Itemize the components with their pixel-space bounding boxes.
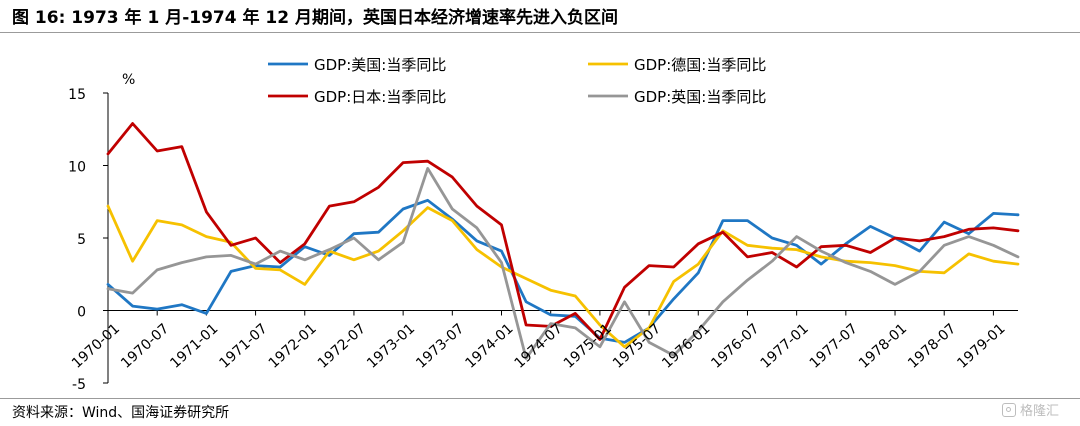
y-tick-labels: -5 0 5 10 15 [68, 87, 86, 393]
x-tick-label: 1970-07 [118, 321, 172, 372]
x-tick-label: 1976-01 [659, 321, 713, 372]
watermark-logo-icon [1002, 402, 1016, 417]
legend-label-2: GDP:日本:当季同比 [314, 88, 446, 106]
y-tick-label: 10 [68, 160, 86, 176]
chart-series [106, 122, 1020, 360]
footer-divider [0, 398, 1080, 399]
x-tick-label: 1972-01 [266, 321, 320, 372]
x-tick-label: 1973-01 [364, 321, 418, 372]
y-tick-label: 0 [77, 305, 86, 321]
watermark: 格隆汇 [1002, 400, 1059, 419]
y-axis-label: % [122, 72, 135, 88]
x-tick-label: 1972-07 [315, 321, 369, 372]
series-line-1 [106, 204, 1020, 349]
x-tick-label: 1974-01 [462, 321, 516, 372]
chart-legend: GDP:美国:当季同比 GDP:德国:当季同比 GDP:日本:当季同比 GDP:英国:… [268, 56, 766, 106]
x-tick-label: 1970-01 [69, 321, 123, 372]
source-note: 资料来源：Wind、国海证券研究所 [12, 405, 230, 421]
x-tick-label: 1979-01 [954, 321, 1008, 372]
legend-label-3: GDP:英国:当季同比 [634, 88, 766, 106]
y-tick-label: -5 [72, 377, 86, 393]
series-line-0 [106, 198, 1020, 344]
x-tick-labels: 1970-011970-071971-011971-071972-011972-… [69, 321, 1009, 372]
x-tick-label: 1977-01 [758, 321, 812, 372]
x-tick-label: 1971-01 [167, 321, 221, 372]
page-title: 图 16: 1973 年 1 月-1974 年 12 月期间，英国日本经济增速率… [12, 8, 618, 28]
y-tick-label: 5 [77, 232, 86, 248]
x-tick-label: 1977-07 [807, 321, 861, 372]
x-tick-label: 1976-07 [708, 321, 762, 372]
y-tick-label: 15 [68, 87, 86, 103]
x-tick-label: 1973-07 [413, 321, 467, 372]
series-line-2 [106, 122, 1020, 341]
watermark-text: 格隆汇 [1020, 404, 1060, 419]
x-tick-label: 1978-07 [905, 321, 959, 372]
series-line-3 [106, 166, 1020, 360]
line-chart: 1970-011970-071971-011971-071972-011972-… [68, 56, 1020, 393]
x-tick-label: 1971-07 [216, 321, 270, 372]
x-tick-label: 1978-01 [856, 321, 910, 372]
legend-label-1: GDP:德国:当季同比 [634, 56, 766, 74]
legend-label-0: GDP:美国:当季同比 [314, 56, 446, 74]
title-divider [0, 32, 1080, 33]
